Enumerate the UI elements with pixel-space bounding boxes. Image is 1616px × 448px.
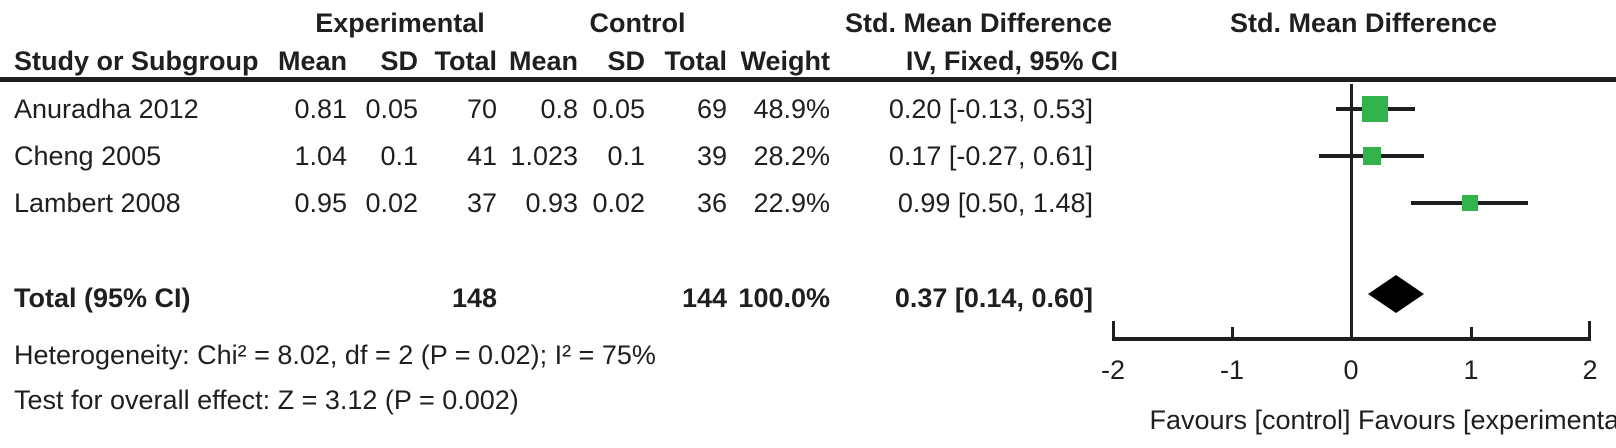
col-header-mean-control: Mean: [508, 46, 578, 76]
zero-reference-line: [1350, 84, 1353, 341]
total-weight-value: 100.0%: [738, 283, 830, 313]
total-control-value: 36: [696, 188, 727, 218]
header-divider-line: [0, 77, 1616, 82]
smd-header-text-column: Std. Mean Difference: [845, 8, 1113, 38]
col-header-total-experimental: Total: [434, 46, 498, 76]
smd-marker-anuradha-2012: [1362, 96, 1388, 122]
total-control-value: 69: [696, 94, 727, 124]
col-header-total-control: Total: [664, 46, 728, 76]
total-smd-ci-value: 0.37 [0.14, 0.60]: [894, 283, 1093, 313]
axis-tick-label: 0: [1343, 355, 1359, 385]
axis-tick-label: -1: [1219, 355, 1244, 385]
smd-header-plot-column: Std. Mean Difference: [1230, 8, 1498, 38]
mean-experimental-value: 1.04: [294, 141, 347, 171]
mean-experimental-value: 0.95: [294, 188, 347, 218]
study-label: Anuradha 2012: [14, 94, 199, 124]
weight-value: 48.9%: [753, 94, 830, 124]
total-control-value: 39: [696, 141, 727, 171]
smd-ci-value: 0.17 [-0.27, 0.61]: [888, 141, 1093, 171]
sd-experimental-value: 0.05: [365, 94, 418, 124]
col-header-method-ci: IV, Fixed, 95% CI: [905, 46, 1118, 76]
sd-control-value: 0.02: [592, 188, 645, 218]
smd-marker-cheng-2005: [1363, 147, 1381, 165]
total-experimental-n: 148: [451, 283, 497, 313]
smd-ci-value: 0.20 [-0.13, 0.53]: [888, 94, 1093, 124]
total-label: Total (95% CI): [14, 283, 191, 313]
axis-tick: [1588, 321, 1591, 341]
smd-ci-value: 0.99 [0.50, 1.48]: [897, 188, 1093, 218]
sd-experimental-value: 0.1: [380, 141, 418, 171]
smd-marker-lambert-2008: [1462, 195, 1478, 211]
total-experimental-value: 41: [466, 141, 497, 171]
col-header-study: Study or Subgroup: [14, 46, 259, 76]
axis-tick-label: -2: [1100, 355, 1125, 385]
total-experimental-value: 70: [466, 94, 497, 124]
sd-control-value: 0.05: [592, 94, 645, 124]
group-header-experimental: Experimental: [315, 8, 485, 38]
axis-tick: [1470, 327, 1473, 341]
group-header-control: Control: [589, 8, 686, 38]
weight-value: 28.2%: [753, 141, 830, 171]
total-experimental-value: 37: [466, 188, 497, 218]
axis-tick-label: 1: [1463, 355, 1479, 385]
mean-control-value: 1.023: [510, 141, 578, 171]
axis-tick-label: 2: [1582, 355, 1598, 385]
axis-tick: [1112, 321, 1115, 341]
axis-tick: [1350, 327, 1353, 341]
col-header-weight: Weight: [740, 46, 831, 76]
heterogeneity-text: Heterogeneity: Chi² = 8.02, df = 2 (P = …: [14, 340, 656, 370]
weight-value: 22.9%: [753, 188, 830, 218]
total-diamond: [1368, 275, 1424, 313]
sd-control-value: 0.1: [607, 141, 645, 171]
mean-experimental-value: 0.81: [294, 94, 347, 124]
col-header-sd-experimental: SD: [380, 46, 418, 76]
col-header-sd-control: SD: [607, 46, 645, 76]
study-label: Cheng 2005: [14, 141, 162, 171]
mean-control-value: 0.8: [540, 94, 578, 124]
mean-control-value: 0.93: [525, 188, 578, 218]
sd-experimental-value: 0.02: [365, 188, 418, 218]
axis-tick: [1231, 327, 1234, 341]
favours-experimental-label: Favours [experimental]: [1358, 405, 1616, 435]
col-header-mean-experimental: Mean: [277, 46, 347, 76]
study-label: Lambert 2008: [14, 188, 181, 218]
overall-effect-text: Test for overall effect: Z = 3.12 (P = 0…: [14, 385, 519, 415]
favours-control-label: Favours [control]: [1149, 405, 1351, 435]
total-control-n: 144: [681, 283, 727, 313]
